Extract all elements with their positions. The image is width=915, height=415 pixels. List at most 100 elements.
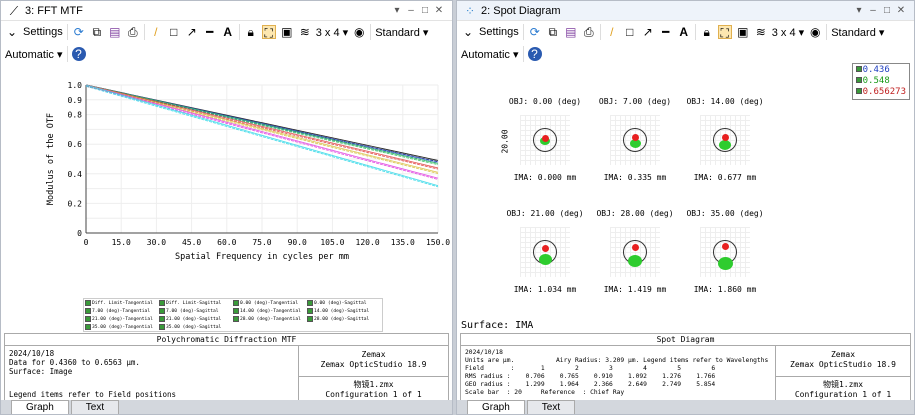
spot-cell: OBJ: 0.00 (deg) IMA: 0.000 mm [490,97,600,183]
chevron-down-icon[interactable]: ⌄ [462,25,474,39]
refresh-icon[interactable]: ⟳ [529,25,540,39]
ima-label: IMA: 0.677 mm [693,173,757,182]
wavelength-item[interactable]: 0.436 [855,65,906,76]
copy-icon[interactable]: ⧉ [548,25,558,39]
save-icon[interactable]: ▤ [565,25,577,39]
rectangle-icon[interactable]: □ [170,25,178,39]
pencil-icon[interactable]: / [154,25,158,39]
legend-item[interactable]: 0.00 (deg)-Sagittal [307,300,381,306]
automatic-label: Automatic [461,48,510,61]
window-icon[interactable]: ▣ [281,25,293,39]
legend-checkbox[interactable] [159,300,165,306]
legend-checkbox[interactable] [159,324,165,330]
help-icon[interactable]: ? [71,47,86,61]
print-icon[interactable]: ⎙ [583,25,594,39]
lock-icon[interactable]: 🔒︎ [247,25,254,39]
rectangle-icon[interactable]: □ [626,25,634,39]
legend-checkbox[interactable] [159,308,165,314]
minimize-button[interactable]: – [408,5,414,16]
refresh-icon[interactable]: ⟳ [73,25,84,39]
window-icon[interactable]: ▣ [737,25,749,39]
line-icon[interactable]: ━ [662,25,670,39]
legend-checkbox[interactable] [85,324,91,330]
legend-checkbox[interactable] [307,300,313,306]
layout-icon[interactable]: ⛶ [717,25,732,40]
automatic-dropdown[interactable]: Automatic ▾ [5,48,63,61]
obj-label: OBJ: 35.00 (deg) [686,209,764,218]
settings-button[interactable]: Settings [479,26,519,38]
legend-checkbox[interactable] [85,308,91,314]
legend-checkbox[interactable] [233,308,239,314]
layers-icon[interactable]: ≋ [299,25,310,39]
legend-item[interactable]: Diff. Limit-Sagittal [159,300,233,306]
help-icon[interactable]: ? [527,47,542,61]
legend-item[interactable]: 21.00 (deg)-Sagittal [159,316,233,322]
text-icon[interactable]: A [679,25,689,39]
legend-checkbox[interactable] [233,300,239,306]
toolbar: ⌄ Settings ⟳ ⧉ ▤ ⎙ / □ ↗ ━ A 🔒︎ ⛶ ▣ ≋ 3 x 4 ▾ ◉ Stan… [457,21,914,43]
close-button[interactable]: ✕ [896,5,906,16]
mtf-series-line [85,84,439,179]
legend-item[interactable]: 35.00 (deg)-Sagittal [159,324,233,330]
pencil-icon[interactable]: / [610,25,614,39]
x-tick-label: 30.0 [147,238,166,247]
standard-dropdown[interactable]: Standard ▾ [375,26,429,39]
legend-checkbox[interactable] [85,316,91,322]
layout-icon[interactable]: ⛶ [261,25,276,40]
grid-dropdown[interactable]: 3 x 4 ▾ [315,26,349,39]
legend-checkbox[interactable] [233,316,239,322]
save-icon[interactable]: ▤ [109,25,121,39]
minimize-button[interactable]: – [870,5,876,16]
dropdown-icon[interactable]: ▾ [856,5,862,16]
line-icon[interactable]: ━ [206,25,214,39]
arrow-icon[interactable]: ↗ [186,25,197,39]
legend-checkbox[interactable] [159,316,165,322]
legend-item[interactable]: Diff. Limit-Tangential [85,300,159,306]
legend-item[interactable]: 7.00 (deg)-Tangential [85,308,159,314]
standard-dropdown[interactable]: Standard ▾ [831,26,885,39]
grid-label: 3 x 4 [771,26,796,39]
legend-item[interactable]: 0.00 (deg)-Tangential [233,300,307,306]
legend-item[interactable]: 14.00 (deg)-Tangential [233,308,307,314]
chevron-down-icon[interactable]: ⌄ [6,25,18,39]
lock-icon[interactable]: 🔒︎ [703,25,710,39]
text-icon[interactable]: A [223,25,233,39]
x-tick-label: 0 [84,238,89,247]
spot-cell: OBJ: 35.00 (deg) IMA: 1.860 mm [670,209,780,295]
legend-item[interactable]: 35.00 (deg)-Tangential [85,324,159,330]
automatic-dropdown[interactable]: Automatic ▾ [461,48,519,61]
legend-checkbox[interactable] [307,316,313,322]
y-tick-label: 0.4 [68,170,83,179]
legend-item[interactable]: 28.00 (deg)-Sagittal [307,316,381,322]
legend-item[interactable]: 7.00 (deg)-Sagittal [159,308,233,314]
wavelength-item[interactable]: 0.548 [855,76,906,87]
legend-item[interactable]: 28.00 (deg)-Tangential [233,316,307,322]
x-axis-label: Spatial Frequency in cycles per mm [175,252,349,262]
legend-item[interactable]: 21.00 (deg)-Tangential [85,316,159,322]
print-icon[interactable]: ⎙ [127,25,138,39]
arrow-icon[interactable]: ↗ [642,25,653,39]
maximize-button[interactable]: □ [421,5,429,16]
grid-dropdown[interactable]: 3 x 4 ▾ [771,26,805,39]
settings-button[interactable]: Settings [23,26,63,38]
layers-icon[interactable]: ≋ [755,25,766,39]
wavelength-item[interactable]: 0.656273 [855,87,906,98]
spot-icon: ⁘ [464,3,476,18]
legend-checkbox[interactable] [85,300,91,306]
close-button[interactable]: ✕ [434,5,444,16]
copy-icon[interactable]: ⧉ [92,25,102,39]
fft-mtf-window: ⟋ 3: FFT MTF ▾ – □ ✕ ⌄ Settings ⟳ ⧉ ▤ ⎙ / □ ↗ ━ A 🔒… [0,0,453,415]
tab-graph[interactable]: Graph [467,400,525,414]
tab-text[interactable]: Text [526,400,576,414]
x-tick-label: 120.0 [356,238,380,247]
timer-icon[interactable]: ◉ [353,25,365,39]
maximize-button[interactable]: □ [883,5,891,16]
wavelength-legend: 0.436 0.548 0.656273 [851,63,910,100]
timer-icon[interactable]: ◉ [809,25,821,39]
legend-checkbox[interactable] [307,308,313,314]
dropdown-icon[interactable]: ▾ [394,5,400,16]
legend-item[interactable]: 14.00 (deg)-Sagittal [307,308,381,314]
tab-text[interactable]: Text [70,400,120,414]
tab-graph[interactable]: Graph [11,400,69,414]
legend-label: 14.00 (deg)-Tangential [240,308,301,314]
